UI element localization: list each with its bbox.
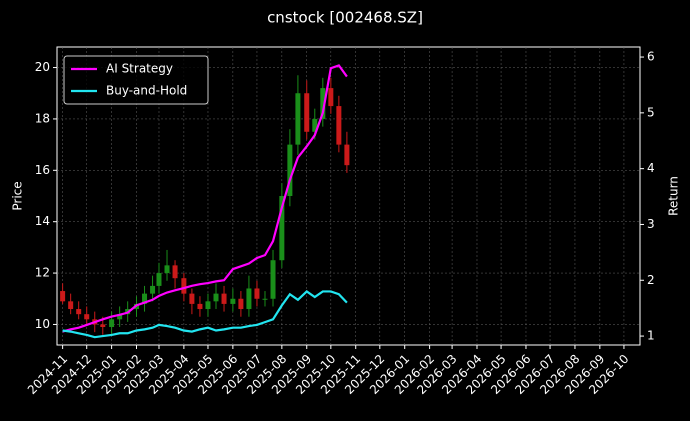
candle-body	[109, 319, 115, 328]
candle-body	[246, 288, 252, 310]
candle-body	[230, 298, 236, 304]
candle-body	[68, 301, 74, 310]
y-tick-label: 18	[35, 111, 50, 125]
candle-body	[295, 93, 301, 145]
candle-body	[279, 196, 285, 261]
candle-body	[150, 285, 156, 294]
candle-body	[344, 144, 350, 166]
candle-body	[213, 293, 219, 302]
candle-body	[221, 293, 227, 304]
y2-axis-label: Return	[667, 176, 681, 216]
candle-body	[287, 144, 293, 196]
candle-body	[262, 298, 268, 300]
legend-label: Buy-and-Hold	[106, 84, 187, 98]
candle-body	[164, 265, 170, 274]
y2-tick-label: 5	[647, 105, 655, 119]
candle-body	[189, 293, 195, 304]
y-tick-label: 12	[35, 266, 50, 280]
candle-body	[328, 88, 334, 107]
candle-body	[197, 303, 203, 310]
candle-body	[142, 293, 148, 304]
y-axis-label: Price	[11, 181, 25, 210]
return-line	[62, 64, 348, 333]
candle-body	[336, 106, 342, 145]
y-tick-label: 20	[35, 60, 50, 74]
legend-label: AI Strategy	[106, 62, 173, 76]
y-tick-label: 10	[35, 317, 50, 331]
chart-title: cnstock [002468.SZ]	[267, 9, 423, 27]
candle-body	[117, 314, 123, 320]
candle-body	[60, 291, 66, 302]
y2-tick-label: 2	[647, 273, 655, 287]
candle-body	[254, 288, 260, 299]
candle-body	[100, 324, 106, 328]
candle-body	[320, 88, 326, 119]
y2-tick-label: 6	[647, 50, 655, 64]
candle-body	[205, 301, 211, 310]
candle-body	[172, 265, 178, 279]
y-tick-label: 16	[35, 163, 50, 177]
return-line	[62, 290, 348, 339]
candle-body	[304, 93, 310, 132]
candle-body	[181, 278, 187, 294]
candle-body	[84, 314, 90, 320]
legend-box	[63, 55, 209, 105]
y2-tick-label: 3	[647, 217, 655, 231]
y2-tick-label: 1	[647, 329, 655, 343]
candle-body	[312, 118, 318, 132]
candle-body	[270, 260, 276, 299]
candle-body	[156, 273, 162, 286]
y-tick-label: 14	[35, 214, 50, 228]
y2-tick-label: 4	[647, 161, 655, 175]
candle-body	[238, 298, 244, 310]
candle-body	[76, 309, 82, 315]
